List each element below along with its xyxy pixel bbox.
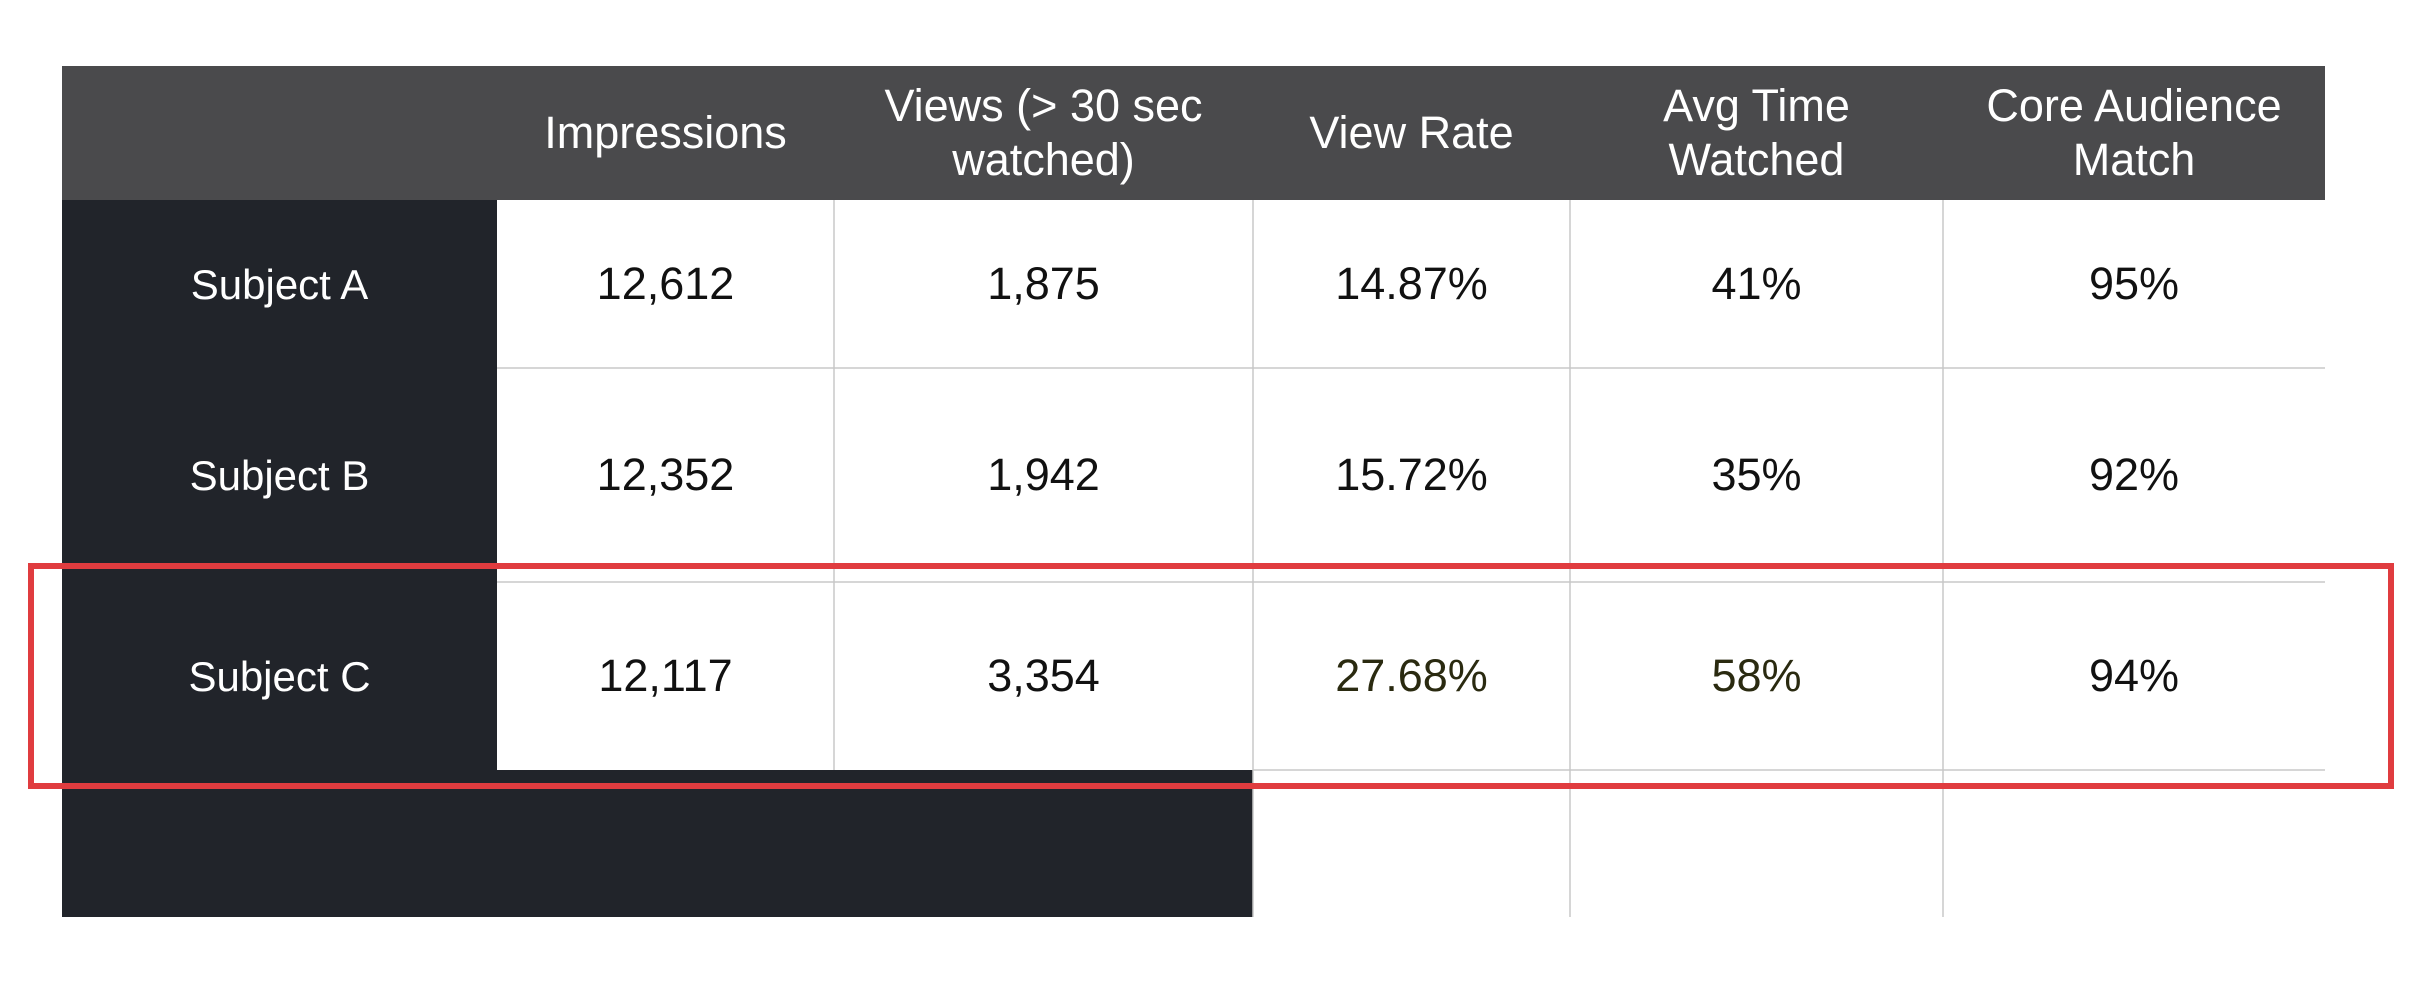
data-cell: 12,117 (598, 650, 732, 701)
data-cell: 1,875 (987, 258, 1100, 309)
data-cell: 35% (1711, 449, 1801, 500)
data-cell: 94% (2089, 650, 2179, 701)
highlight-outline (28, 563, 2394, 789)
column-header-line: watched) (951, 134, 1135, 185)
highlighted-data-cell: 58% (1711, 650, 1801, 701)
data-cell: 12,352 (597, 449, 735, 500)
data-cell: 92% (2089, 449, 2179, 500)
column-header-line: Views (> 30 sec (884, 80, 1202, 131)
data-cell: 12,612 (597, 258, 735, 309)
column-header-line: Avg Time (1663, 80, 1850, 131)
column-header-line: Core Audience (1986, 80, 2281, 131)
data-cell: 14.87% (1335, 258, 1488, 309)
data-cell: 41% (1711, 258, 1801, 309)
row-label: Subject C (188, 653, 370, 700)
data-cell: 15.72% (1335, 449, 1488, 500)
row-label: Subject B (190, 452, 370, 499)
data-cells: 12,612 1,875 14.87% 41% 95% 12,352 1,942 15.72%… (597, 258, 2179, 701)
row-labels: Subject A Subject B Subject C (188, 261, 370, 700)
column-header: Core Audience Match (1986, 80, 2281, 185)
column-header: Avg Time Watched (1663, 80, 1850, 185)
data-cell: 95% (2089, 258, 2179, 309)
table-grid (497, 200, 2325, 917)
data-cell: 3,354 (987, 650, 1100, 701)
column-header: Views (> 30 sec watched) (884, 80, 1202, 185)
footer-dark-block (62, 770, 1253, 917)
row-label: Subject A (191, 261, 368, 308)
highlight-row-outline (28, 563, 2394, 789)
column-header-line: Match (2073, 134, 2196, 185)
column-header-line: Watched (1669, 134, 1845, 185)
column-header: View Rate (1309, 107, 1513, 158)
data-cell: 1,942 (987, 449, 1100, 500)
header-band (62, 66, 2325, 200)
header-row: Impressions Views (> 30 sec watched) View R… (544, 80, 2281, 185)
column-header: Impressions (544, 107, 787, 158)
column-header-line: Impressions (544, 107, 787, 158)
highlighted-data-cell: 27.68% (1335, 650, 1488, 701)
column-header-line: View Rate (1309, 107, 1513, 158)
table-background (62, 66, 2325, 917)
